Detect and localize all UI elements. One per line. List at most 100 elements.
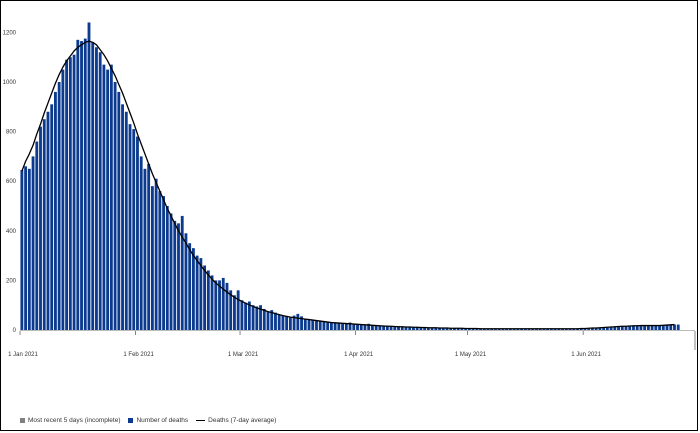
bar — [628, 326, 632, 330]
bar — [83, 38, 87, 330]
bar — [35, 141, 39, 330]
legend-label-average: Deaths (7-day average) — [208, 417, 277, 424]
bar — [434, 327, 438, 330]
y-tick-label: 0 — [13, 328, 17, 334]
bar — [128, 124, 132, 330]
bar — [221, 277, 225, 330]
x-tick-label: 1 Jan 2021 — [8, 352, 38, 358]
legend-item-average: Deaths (7-day average) — [196, 417, 276, 424]
bar — [158, 191, 162, 330]
bar — [635, 325, 639, 330]
bar — [281, 315, 285, 330]
bar — [42, 119, 46, 330]
bar — [46, 111, 50, 330]
bar — [117, 91, 121, 330]
bar — [367, 323, 371, 330]
bar — [363, 325, 367, 330]
y-tick-label: 800 — [6, 130, 17, 136]
bar — [385, 325, 389, 330]
bar — [251, 305, 255, 330]
bar — [136, 136, 139, 330]
bar — [456, 328, 460, 330]
bar — [240, 300, 244, 330]
bar — [430, 327, 434, 330]
average-line — [21, 40, 675, 330]
bar — [609, 327, 613, 330]
x-tick-label: 1 Mar 2021 — [228, 352, 259, 358]
bar — [471, 328, 475, 330]
bar — [624, 326, 628, 330]
bar — [57, 82, 61, 330]
bar — [199, 258, 203, 330]
bar — [374, 325, 378, 330]
bar — [613, 327, 617, 330]
bar — [389, 326, 393, 330]
bar — [102, 64, 106, 330]
bar — [203, 265, 207, 330]
bar — [76, 39, 80, 331]
bar — [639, 325, 643, 330]
bar — [68, 57, 72, 330]
bar — [419, 327, 423, 330]
bar — [98, 52, 102, 331]
bar — [132, 129, 136, 330]
legend-swatch-incomplete — [20, 418, 25, 423]
bar — [188, 243, 192, 330]
bar — [341, 323, 344, 330]
bar — [654, 325, 658, 330]
bar — [124, 111, 128, 330]
bar — [594, 328, 598, 330]
bar — [415, 327, 419, 330]
bars-group — [20, 22, 680, 331]
bar — [475, 328, 479, 330]
bar — [95, 47, 98, 330]
bar — [561, 329, 565, 330]
bar — [206, 270, 210, 330]
y-tick-label: 1000 — [3, 80, 17, 86]
bar — [602, 328, 606, 330]
bar — [292, 315, 296, 330]
bar — [587, 328, 591, 330]
legend: Most recent 5 days (incomplete) Number o… — [20, 417, 276, 424]
bar — [311, 320, 315, 330]
bar — [438, 328, 441, 330]
bar — [229, 290, 233, 330]
x-tick-label: 1 Apr 2021 — [344, 352, 374, 358]
bar — [650, 325, 654, 330]
bar — [296, 313, 300, 330]
legend-item-deaths: Number of deaths — [128, 417, 188, 424]
bar — [106, 69, 110, 330]
bar — [453, 328, 456, 330]
x-tick-label: 1 Jun 2021 — [571, 352, 601, 358]
bar — [412, 327, 415, 330]
bar — [378, 325, 382, 330]
bar — [460, 328, 464, 330]
bar — [658, 326, 661, 330]
bar — [191, 248, 195, 330]
bar — [605, 327, 609, 330]
y-tick-label: 600 — [6, 179, 17, 185]
legend-item-incomplete: Most recent 5 days (incomplete) — [20, 417, 120, 424]
x-axis: 1 Jan 2021 1 Feb 2021 1 Mar 2021 1 Apr 2021… — [8, 330, 696, 358]
bar — [329, 322, 333, 330]
bar — [359, 324, 363, 330]
bar — [661, 325, 665, 330]
bar — [307, 319, 311, 330]
bar — [259, 305, 262, 330]
bar — [27, 168, 31, 330]
bar — [445, 328, 449, 330]
bar — [404, 327, 408, 330]
bar — [669, 325, 673, 330]
bar — [617, 327, 620, 330]
bar — [109, 64, 113, 330]
x-tick-label: 1 May 2021 — [455, 352, 487, 358]
bar — [255, 306, 259, 330]
bar — [233, 295, 236, 330]
bar — [247, 301, 251, 330]
bar — [113, 82, 117, 330]
bar — [408, 327, 412, 330]
bar — [303, 318, 307, 330]
bar — [162, 196, 165, 330]
bar — [150, 186, 154, 330]
